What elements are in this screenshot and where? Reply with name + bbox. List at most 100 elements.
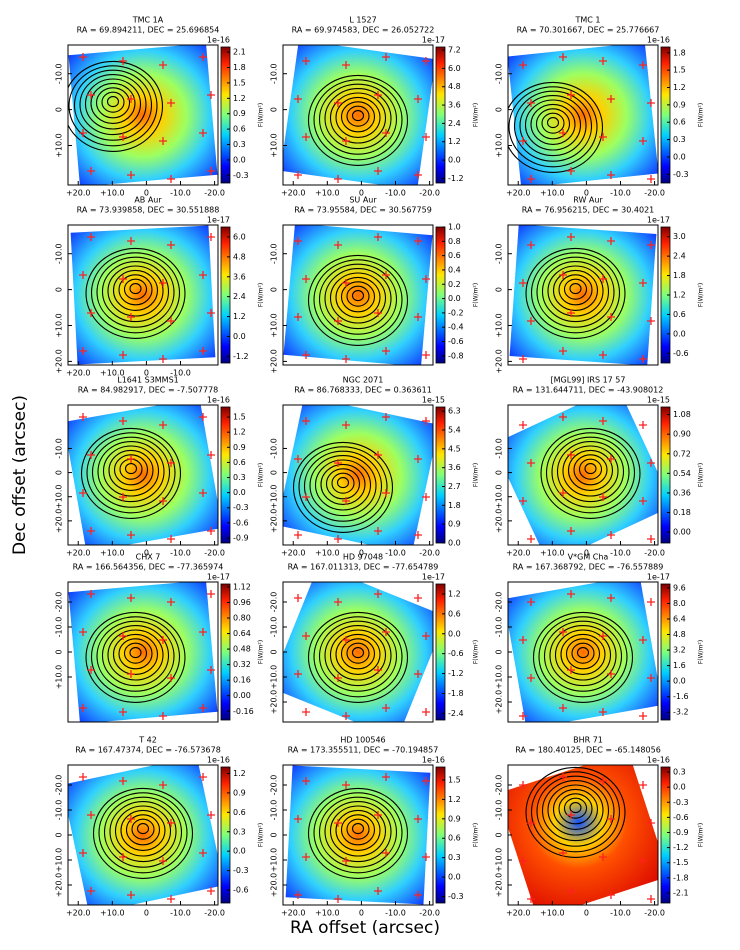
spaxel-marker <box>334 241 342 249</box>
spaxel-marker <box>422 708 430 716</box>
x-tick-label: -10.0 <box>385 549 406 558</box>
contour <box>530 252 621 334</box>
colorbar-tick-label: 7.2 <box>448 46 461 55</box>
colorbar-tick-label: 6.3 <box>448 407 461 416</box>
contour <box>541 780 610 842</box>
spaxel-marker <box>422 351 430 359</box>
y-tick-label: -10.0 <box>270 800 279 821</box>
colorbar-tick-label: 8.0 <box>673 599 686 608</box>
spaxel-marker <box>374 590 382 598</box>
spaxel-marker <box>207 527 215 535</box>
contour <box>508 86 598 168</box>
colorbar <box>660 406 671 544</box>
x-tick-label: +20.0 <box>66 549 91 558</box>
y-tick-label: 0 <box>55 470 64 475</box>
spaxel-marker <box>374 309 382 317</box>
spaxel-marker <box>639 712 647 720</box>
contour <box>102 445 160 497</box>
spaxel-marker <box>167 598 175 606</box>
y-tick-label: +10.0 <box>495 133 504 158</box>
y-tick-label: 0 <box>270 287 279 292</box>
x-tick-label: +10.0 <box>100 369 125 378</box>
map <box>70 225 216 365</box>
spaxel-marker <box>294 95 302 103</box>
spaxel-marker <box>87 666 95 674</box>
panel-title: RW Aur <box>573 196 603 205</box>
contour <box>307 74 409 166</box>
spaxel-marker <box>199 347 207 355</box>
map <box>283 582 433 722</box>
x-tick-label: -20.0 <box>419 909 440 918</box>
x-tick-label: -10.0 <box>385 909 406 918</box>
spaxel-marker <box>302 417 310 425</box>
x-tick-label: +10.0 <box>100 909 125 918</box>
spaxel-marker <box>127 455 135 463</box>
contour <box>578 458 603 480</box>
contour <box>549 625 617 687</box>
spaxel-marker <box>599 632 607 640</box>
contour <box>120 809 166 851</box>
y-tick-label: 0 <box>55 649 64 654</box>
spaxel-marker <box>342 712 350 720</box>
spaxel-marker <box>159 61 167 69</box>
spaxel-marker <box>599 708 607 716</box>
y-tick-label: +20.0 <box>270 690 279 715</box>
spaxel-marker <box>382 413 390 421</box>
spaxel-marker <box>334 895 342 903</box>
spaxel-marker <box>519 279 527 287</box>
y-tick-label: -20.0 <box>495 592 504 613</box>
spaxel-marker <box>294 237 302 245</box>
spaxel-marker <box>647 535 655 543</box>
spaxel-marker <box>302 493 310 501</box>
y-tick-label: -10.0 <box>495 617 504 638</box>
colorbar-multiplier: 1e-15 <box>647 396 670 405</box>
colorbar-tick-label: 4.8 <box>233 252 246 261</box>
contour <box>346 818 370 840</box>
colorbar-tick-label: 0.6 <box>233 125 246 134</box>
spaxel-marker <box>414 237 422 245</box>
spaxel-marker <box>87 451 95 459</box>
panel-subtitle: RA = 167.011313, DEC = -77.654789 <box>288 563 439 572</box>
panel-title: CHX 7 <box>136 553 161 562</box>
panel-subtitle: RA = 131.644711, DEC = -43.908012 <box>513 386 664 395</box>
contour <box>547 265 604 317</box>
colorbar-tick-label: 1.8 <box>448 501 461 510</box>
contour <box>298 446 388 528</box>
spaxel-marker <box>647 819 655 827</box>
colorbar-label: F(W/m²) <box>473 823 480 847</box>
x-tick-label: +20.0 <box>506 909 531 918</box>
flux-field <box>68 765 218 905</box>
spaxel-marker <box>559 489 567 497</box>
spaxel-marker <box>599 417 607 425</box>
contour <box>313 616 403 698</box>
colorbar <box>435 406 446 544</box>
spaxel-marker <box>199 849 207 857</box>
y-tick-label: 0 <box>55 832 64 837</box>
panel-title: SU Aur <box>349 196 377 205</box>
colorbar-tick-label: 2.4 <box>448 119 461 128</box>
contour <box>97 441 165 503</box>
colorbar <box>220 766 231 904</box>
spaxel-marker <box>119 853 127 861</box>
contour <box>123 642 148 664</box>
spaxel-marker <box>559 628 567 636</box>
colorbar-tick-label: 1.2 <box>233 312 246 321</box>
panel-title: NGC 2071 <box>343 376 384 385</box>
contour <box>346 285 370 307</box>
x-tick-label: 0 <box>584 549 589 558</box>
colorbar-tick-label: 0.6 <box>233 808 246 817</box>
x-tick-label: +10.0 <box>100 189 125 198</box>
flux-field <box>285 765 431 905</box>
contour <box>576 647 590 659</box>
x-tick-label: +10.0 <box>315 549 340 558</box>
spaxel-marker <box>639 279 647 287</box>
x-tick-label: -20.0 <box>204 189 225 198</box>
spaxel-marker <box>127 313 135 321</box>
spaxel-marker <box>294 594 302 602</box>
spaxel-marker <box>382 489 390 497</box>
colorbar-tick-label: 1.2 <box>448 795 461 804</box>
colorbar-tick-label: -0.3 <box>233 503 249 512</box>
colorbar-tick-label: 1.5 <box>233 78 246 87</box>
spaxel-marker <box>639 421 647 429</box>
map <box>283 225 433 365</box>
